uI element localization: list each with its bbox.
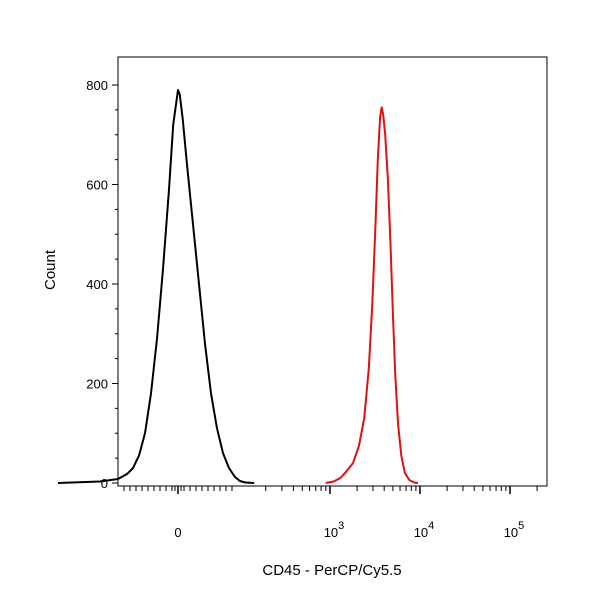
x-tick-exponent: 5 [518, 520, 524, 532]
series-line-1 [57, 89, 255, 484]
y-tick-label: 800 [86, 78, 108, 93]
x-tick-label: 103 [324, 520, 345, 540]
x-tick-label: 0 [174, 525, 181, 540]
x-tick-label: 105 [504, 520, 525, 540]
x-axis-label: CD45 - PerCP/Cy5.5 [262, 562, 401, 579]
y-axis: 0 200 400 600 800 [86, 78, 118, 491]
x-tick-exponent: 3 [338, 520, 344, 532]
series-layer [57, 89, 419, 484]
x-axis: 0 103 104 105 [123, 486, 538, 540]
y-tick-label: 600 [86, 178, 108, 193]
y-tick-label: 0 [101, 476, 108, 491]
plot-frame [117, 56, 548, 487]
x-tick-base: 10 [324, 525, 338, 540]
x-tick-exponent: 4 [428, 520, 434, 532]
y-tick-label: 400 [86, 277, 108, 292]
x-tick-base: 10 [504, 525, 518, 540]
y-tick-label: 200 [86, 377, 108, 392]
series-line-2 [325, 106, 419, 484]
x-tick-base: 0 [174, 525, 181, 540]
x-tick-label: 104 [414, 520, 435, 540]
x-tick-base: 10 [414, 525, 428, 540]
y-axis-label: Count [42, 249, 59, 290]
